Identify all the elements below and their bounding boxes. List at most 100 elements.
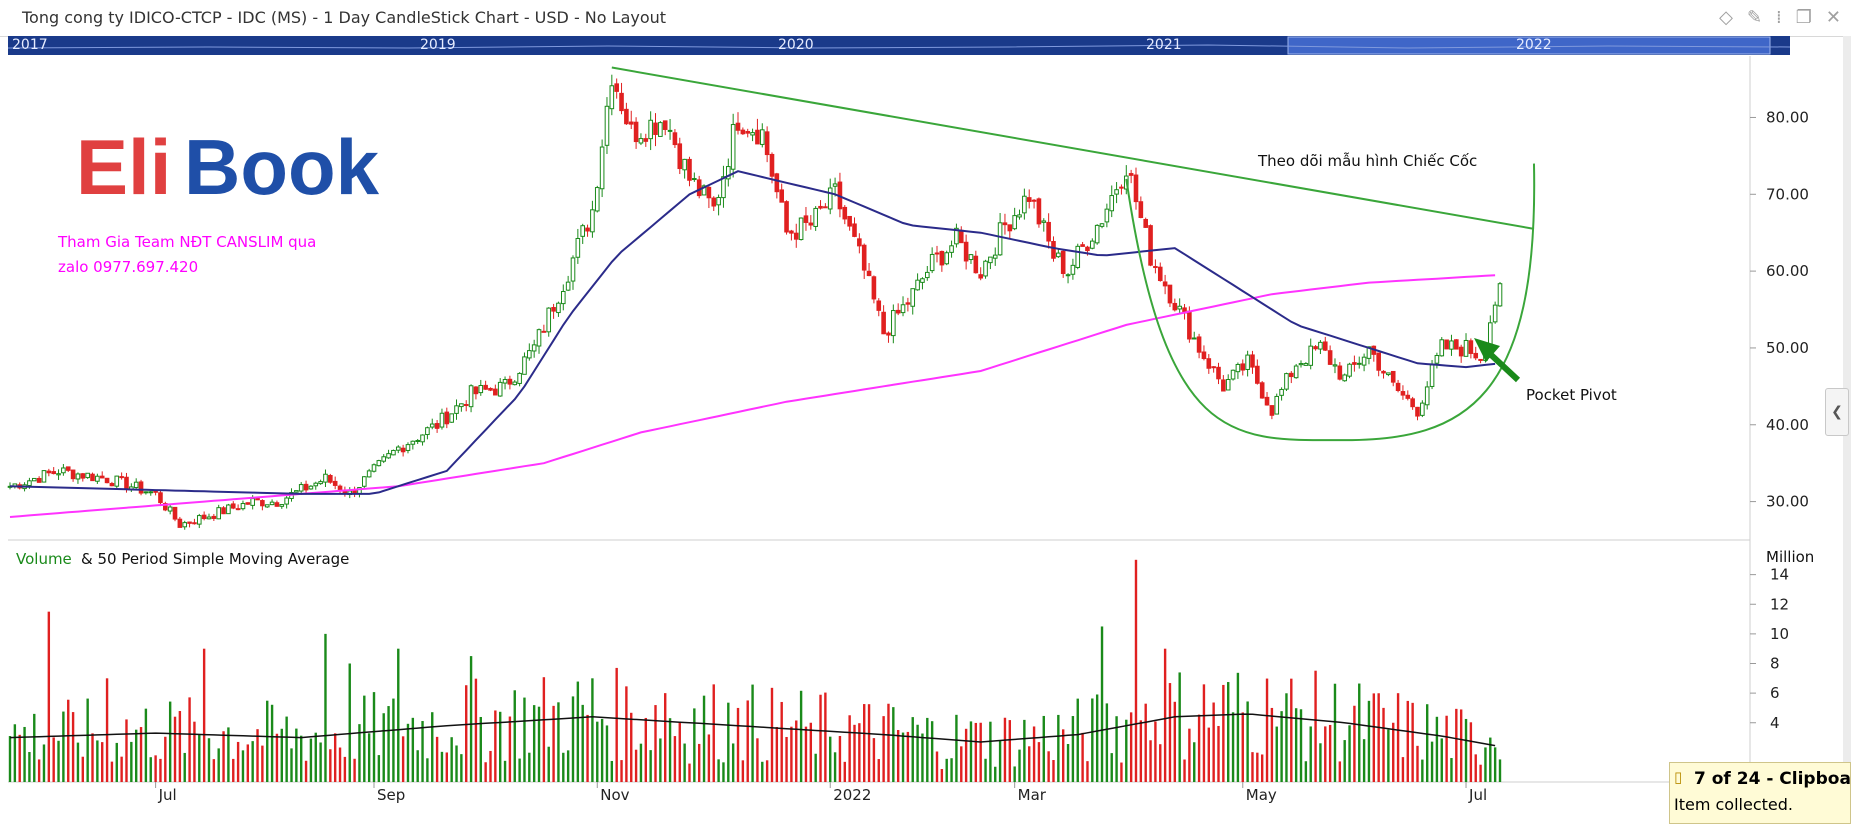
volume-bar — [838, 735, 842, 782]
candle-body — [36, 477, 42, 483]
volume-bar — [474, 678, 478, 782]
candle-body — [517, 372, 522, 384]
volume-bar — [571, 696, 575, 782]
candle-body — [1289, 372, 1294, 378]
volume-bar — [232, 758, 235, 782]
navigator-window[interactable] — [8, 36, 1790, 55]
candle-body — [182, 522, 188, 528]
volume-bar — [610, 760, 614, 782]
candle-body — [1143, 218, 1149, 228]
candle-body — [400, 447, 406, 453]
candle-body — [842, 206, 848, 220]
volume-bar — [401, 736, 405, 782]
candle-body — [527, 350, 532, 359]
volume-bar — [712, 684, 715, 782]
resistance-trendline — [611, 66, 1535, 230]
volume-bar — [1095, 694, 1099, 782]
volume-bar — [498, 711, 502, 782]
volume-bar — [1294, 708, 1298, 782]
volume-bar — [1120, 762, 1123, 782]
candle-body — [730, 124, 736, 170]
volume-bar — [756, 738, 759, 782]
candle-body — [133, 481, 139, 489]
close-icon[interactable]: ✕ — [1825, 7, 1841, 28]
pin-icon[interactable]: ✎ — [1746, 7, 1763, 28]
volume-bar — [528, 752, 531, 782]
volume-bar — [1348, 725, 1351, 782]
volume-bar — [649, 750, 652, 782]
clipboard-icon: ▯ — [1674, 768, 1683, 786]
candle-body — [1162, 281, 1168, 287]
candle-body — [1478, 358, 1483, 361]
candle-body — [488, 387, 493, 391]
candle-body — [415, 439, 420, 442]
price-tick-label: 80.00 — [1766, 108, 1809, 126]
candle-body — [264, 504, 270, 508]
candle-body — [624, 108, 629, 125]
volume-bar — [1358, 683, 1361, 782]
clipboard-notification[interactable]: ▯ 7 of 24 - Clipboard Item collected. — [1669, 762, 1851, 824]
volume-bar — [1231, 712, 1235, 782]
candle-body — [934, 252, 940, 255]
volume-bar — [1455, 708, 1458, 782]
candle-body — [1444, 339, 1449, 350]
restore-icon[interactable]: ❐ — [1795, 7, 1812, 28]
volume-bar — [693, 708, 696, 782]
date-navigator[interactable]: 2017 2019 2020 2021 2022 — [8, 36, 1790, 55]
candle-body — [1177, 305, 1182, 310]
candle-body — [978, 274, 983, 279]
candle-body — [192, 522, 197, 525]
candle-body — [124, 476, 129, 490]
volume-bar — [765, 760, 769, 782]
volume-bar — [1450, 758, 1453, 782]
candle-body — [638, 138, 644, 144]
volume-bar — [1018, 749, 1021, 782]
volume-bar — [717, 759, 720, 782]
volume-bar — [833, 752, 837, 782]
candle-body — [735, 122, 741, 131]
volume-bar — [1139, 720, 1143, 782]
volume-bar — [217, 748, 220, 782]
volume-bar — [251, 741, 254, 782]
volume-bar — [1401, 757, 1405, 782]
candle-body — [852, 223, 857, 237]
volume-bar — [1309, 726, 1312, 782]
volume-bar — [906, 731, 910, 782]
collapse-panel-button[interactable]: ❮ — [1825, 388, 1849, 436]
candle-body — [405, 444, 411, 451]
volume-bar — [659, 738, 662, 782]
volume-bar — [678, 721, 681, 782]
diamond-icon[interactable]: ◇ — [1719, 7, 1733, 28]
volume-bar — [1188, 728, 1191, 782]
candle-body — [1022, 195, 1027, 214]
candle-body — [706, 186, 712, 199]
candle-body — [920, 278, 925, 283]
volume-bar — [615, 667, 618, 782]
candle-body — [1327, 350, 1333, 365]
candle-body — [361, 476, 367, 487]
candle-body — [857, 238, 862, 247]
candle-body — [1424, 386, 1430, 406]
volume-bar — [372, 692, 376, 782]
volume-bar — [960, 746, 963, 782]
volume-bar — [896, 730, 900, 782]
candle-body — [1269, 405, 1275, 416]
volume-bar — [1003, 717, 1007, 782]
volume-bar — [1134, 559, 1138, 782]
candle-body — [332, 480, 338, 486]
candle-body — [1051, 240, 1056, 259]
volume-bar — [183, 752, 186, 782]
volume-bar — [338, 747, 342, 782]
candle-body — [1434, 355, 1440, 364]
candle-body — [900, 304, 906, 314]
candle-body — [658, 122, 663, 137]
candle-body — [240, 502, 246, 510]
volume-bar — [848, 715, 851, 782]
candle-body — [628, 121, 634, 125]
volume-bar — [426, 758, 429, 782]
candle-body — [439, 412, 445, 428]
candle-body — [905, 302, 911, 305]
volume-bar — [1144, 703, 1147, 782]
candle-body — [478, 385, 484, 394]
